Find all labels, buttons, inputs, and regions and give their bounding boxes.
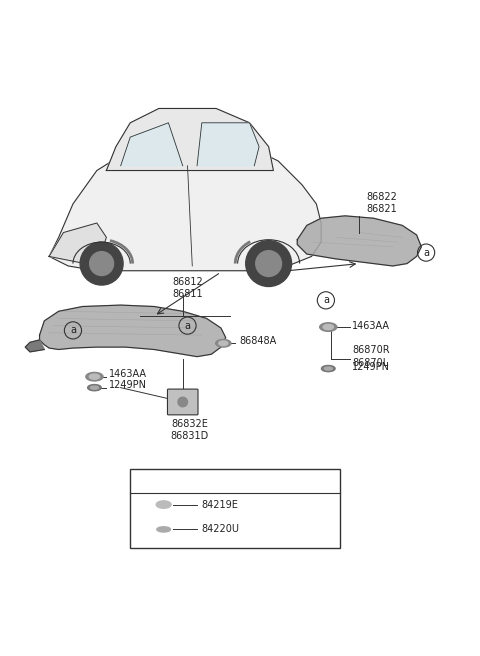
Text: 1249PN: 1249PN bbox=[352, 362, 390, 372]
Text: 86822
86821: 86822 86821 bbox=[366, 192, 397, 215]
Polygon shape bbox=[49, 137, 321, 271]
Text: a: a bbox=[323, 295, 329, 305]
Circle shape bbox=[256, 251, 281, 276]
Ellipse shape bbox=[157, 527, 170, 532]
Circle shape bbox=[80, 242, 123, 285]
Ellipse shape bbox=[324, 367, 332, 370]
Text: a: a bbox=[184, 321, 191, 331]
Text: 84219E: 84219E bbox=[202, 500, 239, 510]
Text: 84220U: 84220U bbox=[202, 524, 240, 535]
Ellipse shape bbox=[90, 386, 98, 389]
Text: 1249PN: 1249PN bbox=[109, 380, 147, 390]
Ellipse shape bbox=[88, 384, 101, 391]
Text: a: a bbox=[423, 247, 429, 258]
Text: 86812
86811: 86812 86811 bbox=[172, 277, 203, 299]
Ellipse shape bbox=[156, 501, 171, 508]
Ellipse shape bbox=[152, 524, 175, 535]
Text: 86832E
86831D: 86832E 86831D bbox=[171, 419, 209, 441]
Text: 1463AA: 1463AA bbox=[109, 369, 147, 379]
FancyBboxPatch shape bbox=[168, 389, 198, 415]
Ellipse shape bbox=[89, 374, 100, 379]
Ellipse shape bbox=[86, 373, 103, 381]
Text: 86870R
86870L: 86870R 86870L bbox=[352, 346, 390, 368]
Polygon shape bbox=[297, 216, 421, 266]
Text: a: a bbox=[145, 476, 151, 485]
Polygon shape bbox=[107, 108, 274, 171]
Circle shape bbox=[90, 252, 114, 276]
Circle shape bbox=[178, 397, 188, 407]
Ellipse shape bbox=[219, 341, 228, 346]
Bar bbox=[130, 469, 340, 548]
Ellipse shape bbox=[216, 339, 231, 347]
Circle shape bbox=[246, 241, 291, 287]
Ellipse shape bbox=[323, 325, 334, 329]
Ellipse shape bbox=[322, 365, 335, 372]
Ellipse shape bbox=[151, 499, 176, 511]
Polygon shape bbox=[25, 340, 44, 352]
Polygon shape bbox=[39, 305, 226, 357]
Text: 1463AA: 1463AA bbox=[352, 321, 390, 331]
Ellipse shape bbox=[320, 323, 337, 331]
Polygon shape bbox=[49, 223, 107, 266]
Text: a: a bbox=[70, 325, 76, 335]
Text: 86848A: 86848A bbox=[239, 337, 276, 346]
Polygon shape bbox=[197, 123, 259, 166]
Polygon shape bbox=[120, 123, 183, 166]
